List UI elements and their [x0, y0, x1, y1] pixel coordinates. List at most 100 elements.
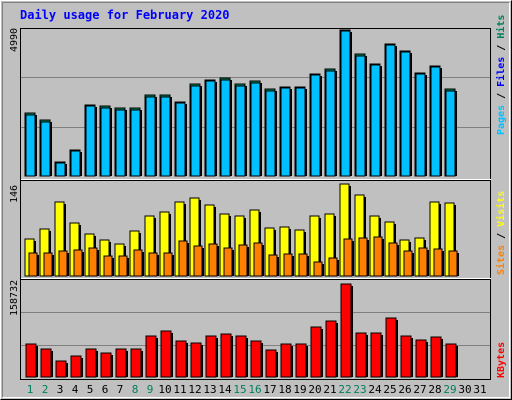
kbytes-bar: [265, 349, 277, 378]
pages-bar: [280, 87, 291, 177]
day-label: 12: [188, 383, 201, 396]
day-label: 17: [263, 383, 276, 396]
pages-bar: [325, 70, 336, 177]
kbytes-bar: [445, 343, 457, 378]
sites-bar: [163, 252, 173, 277]
kbytes-bar: [70, 355, 82, 378]
pages-bar: [355, 55, 366, 177]
sites-bar: [253, 242, 263, 277]
sites-bar: [58, 250, 68, 277]
day-label: 25: [383, 383, 396, 396]
sites-bar: [328, 257, 338, 277]
pages-bar: [415, 73, 426, 177]
sites-bar: [43, 252, 53, 277]
kbytes-bar: [55, 360, 67, 378]
pages-bar: [160, 96, 171, 177]
sites-bar: [133, 249, 143, 277]
day-label: 23: [353, 383, 366, 396]
day-label: 19: [293, 383, 306, 396]
pages-bar: [55, 162, 66, 177]
sites-bar: [28, 252, 38, 277]
kbytes-max-label: 158732: [9, 280, 20, 316]
day-label: 29: [443, 383, 456, 396]
sites-bar: [298, 253, 308, 277]
sites-bar: [73, 249, 83, 277]
kbytes-bar: [190, 342, 202, 378]
pages-bar: [385, 44, 396, 177]
pages-bar: [295, 87, 306, 177]
pages-bar: [400, 51, 411, 177]
kbytes-bar: [400, 335, 412, 378]
sites-bar: [118, 255, 128, 277]
sites-bar: [238, 244, 248, 277]
kbytes-bar: [235, 335, 247, 378]
pages-bar: [70, 150, 81, 177]
day-label: 2: [42, 383, 49, 396]
legend-sites: Sites: [495, 245, 507, 275]
day-label: 3: [57, 383, 64, 396]
pages-bar: [40, 121, 51, 177]
kbytes-bar: [310, 326, 322, 378]
kbytes-bar: [160, 330, 172, 378]
pages-bar: [130, 109, 141, 177]
sites-bar: [223, 247, 233, 277]
day-label: 7: [117, 383, 124, 396]
legend-sep-1: /: [496, 87, 507, 105]
kbytes-bar: [355, 332, 367, 378]
sites-bar: [178, 240, 188, 277]
visits-max-label: 146: [9, 185, 20, 203]
pages-bar: [265, 90, 276, 177]
day-label: 31: [473, 383, 486, 396]
pages-bar: [145, 96, 156, 177]
chart-title: Daily usage for February 2020: [20, 8, 230, 22]
day-label: 21: [323, 383, 336, 396]
legend-files: Files: [495, 57, 507, 87]
day-label: 1: [27, 383, 34, 396]
pages-bar: [85, 105, 96, 177]
legend-pages: Pages: [496, 105, 507, 135]
day-label: 18: [278, 383, 291, 396]
sites-bar: [88, 247, 98, 277]
day-label: 5: [87, 383, 94, 396]
day-label: 15: [233, 383, 246, 396]
pages-bar: [250, 82, 261, 177]
day-label: 8: [132, 383, 139, 396]
day-label: 4: [72, 383, 79, 396]
sites-bar: [148, 252, 158, 277]
hits-panel-legend: Pages / Files / Hits: [495, 15, 507, 135]
pages-bar: [340, 30, 351, 177]
kbytes-bar: [175, 340, 187, 378]
pages-bar: [370, 64, 381, 177]
kbytes-bar: [250, 340, 262, 378]
day-label: 20: [308, 383, 321, 396]
sites-bar: [403, 250, 413, 277]
kbytes-bar: [430, 336, 442, 378]
kbytes-bar: [100, 352, 112, 378]
pages-bar: [100, 107, 111, 177]
kbytes-bar: [145, 335, 157, 378]
kbytes-bar: [85, 348, 97, 378]
day-label: 11: [173, 383, 186, 396]
pages-bar: [445, 90, 456, 177]
day-labels: 1 2 3 4 5 6 7 8 9 10 11 12 13 14 15 16 17 18 19 20 21 22 23 24 2…: [27, 383, 487, 396]
kbytes-bar: [385, 317, 397, 378]
legend-kbytes: KBytes: [496, 342, 507, 378]
kbytes-bar: [205, 335, 217, 378]
legend-visits: Visits: [495, 191, 507, 227]
kbytes-bar: [130, 348, 142, 378]
day-label: 9: [147, 383, 154, 396]
sites-bar: [193, 245, 203, 277]
pages-bar: [220, 79, 231, 177]
kbytes-bar: [25, 343, 37, 378]
day-label: 30: [458, 383, 471, 396]
hits-max-label: 4990: [9, 28, 20, 52]
kbytes-bar: [415, 339, 427, 378]
day-label: 10: [158, 383, 171, 396]
day-label: 27: [413, 383, 426, 396]
chart-marks: [21, 29, 490, 378]
pages-bar: [25, 114, 36, 177]
pages-bar: [430, 66, 441, 177]
